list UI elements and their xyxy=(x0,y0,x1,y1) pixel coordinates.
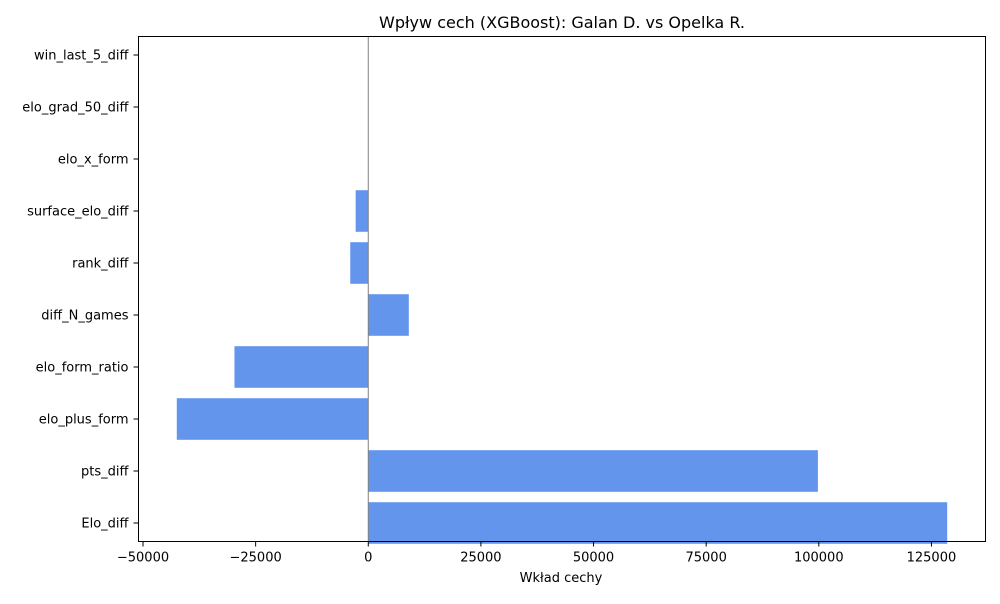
bar-surface_elo_diff xyxy=(355,190,369,232)
bar-diff_N_games xyxy=(368,294,409,336)
y-tick-label-Elo_diff: Elo_diff xyxy=(81,517,129,532)
x-tick-label-125000: 125000 xyxy=(907,551,957,566)
bar-elo_plus_form xyxy=(176,398,369,440)
x-tick-label-75000: 75000 xyxy=(685,551,726,566)
x-tick-label-25000: 25000 xyxy=(460,551,501,566)
y-tick-label-diff_N_games: diff_N_games xyxy=(41,309,128,324)
y-tick-label-surface_elo_diff: surface_elo_diff xyxy=(27,205,129,220)
x-tick-label-50000: 50000 xyxy=(573,551,614,566)
y-tick-label-elo_plus_form: elo_plus_form xyxy=(39,413,129,428)
x-tick-label-0: 0 xyxy=(364,551,372,566)
x-tick-label-100000: 100000 xyxy=(794,551,844,566)
x-tick-label--25000: −25000 xyxy=(230,551,282,566)
x-tick-label--50000: −50000 xyxy=(117,551,169,566)
bars-layer xyxy=(176,190,948,544)
bar-pts_diff xyxy=(368,450,818,492)
y-tick-label-rank_diff: rank_diff xyxy=(72,257,129,272)
chart-title: Wpływ cech (XGBoost): Galan D. vs Opelka… xyxy=(379,13,745,32)
y-tick-label-elo_form_ratio: elo_form_ratio xyxy=(36,361,129,376)
y-tick-label-elo_grad_50_diff: elo_grad_50_diff xyxy=(22,101,129,116)
y-tick-label-pts_diff: pts_diff xyxy=(81,465,129,480)
bar-Elo_diff xyxy=(368,502,948,544)
bar-elo_form_ratio xyxy=(234,346,369,388)
y-tick-label-win_last_5_diff: win_last_5_diff xyxy=(34,49,130,64)
y-axis: Elo_diff pts_diff elo_plus_form elo_form_ra… xyxy=(22,49,139,532)
y-tick-label-elo_x_form: elo_x_form xyxy=(58,153,129,168)
x-axis-label: Wkład cechy xyxy=(520,571,603,586)
x-axis: −50000 −25000 0 25000 50000 75000 100000 125000 xyxy=(117,541,957,566)
bar-rank_diff xyxy=(350,242,369,284)
plot-frame xyxy=(138,36,986,542)
